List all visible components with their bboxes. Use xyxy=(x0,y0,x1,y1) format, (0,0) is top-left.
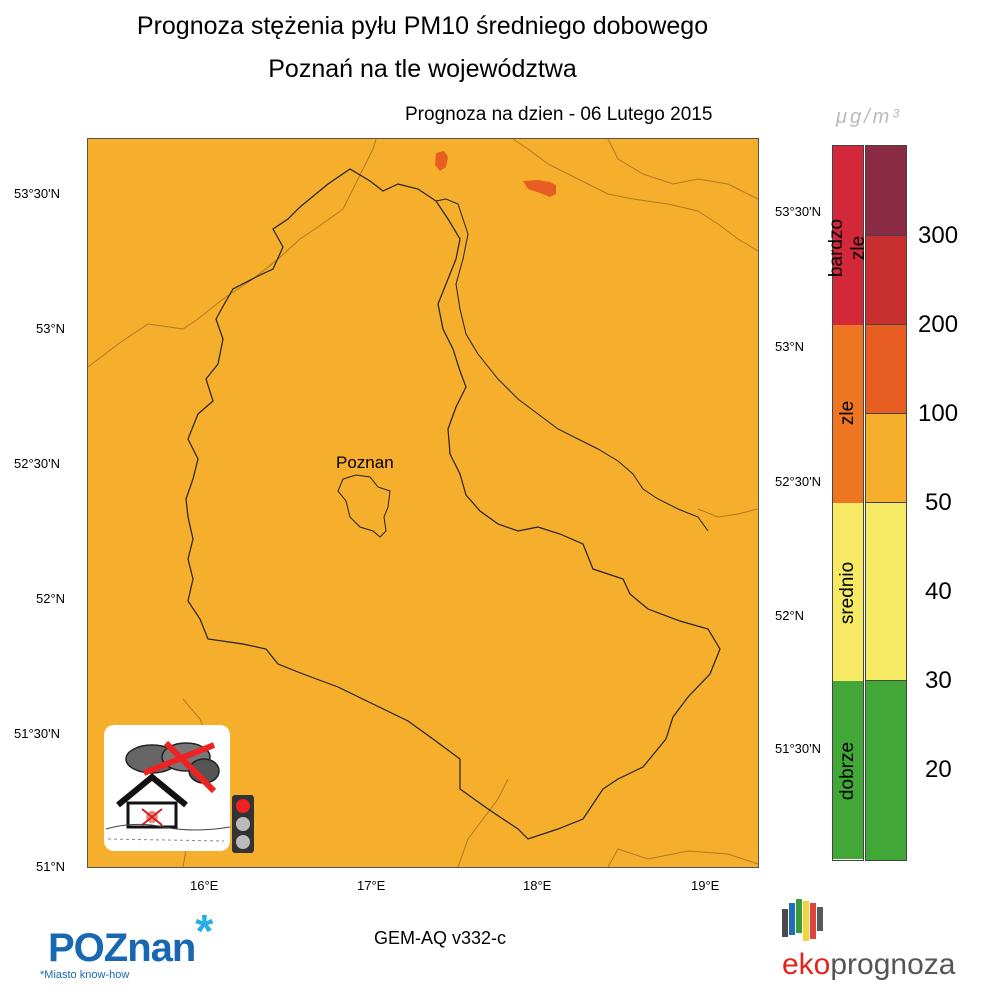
neighbour-borders xyxy=(88,139,758,867)
lon-label: 16°E xyxy=(190,878,219,893)
legend-unit: μg/m³ xyxy=(836,106,902,128)
legend-level-label: 200 xyxy=(918,311,959,338)
legend-level-swatch xyxy=(866,235,906,325)
lat-label: 51°30'N xyxy=(14,726,60,741)
legend-level-label: 20 xyxy=(925,756,952,783)
legend-level-label: 40 xyxy=(925,578,952,605)
model-label: GEM-AQ v332-c xyxy=(374,928,507,948)
hotspot-north-2 xyxy=(523,180,556,197)
asterisk-icon: * xyxy=(195,905,213,957)
page-subtitle: Poznań na tle województwa xyxy=(268,55,577,83)
legend-category-zle xyxy=(833,325,863,503)
lat-label-right: 53°30'N xyxy=(775,204,821,219)
ekoprognoza-logo: ekoprognoza xyxy=(782,948,955,982)
lon-label: 17°E xyxy=(357,878,386,893)
legend-level-swatch xyxy=(866,413,906,503)
city-outline xyxy=(337,474,391,538)
legend-category-label: dobrze xyxy=(837,741,858,801)
lat-label: 52°30'N xyxy=(14,456,60,471)
legend-level-label: 50 xyxy=(925,489,952,516)
legend-level-label: 30 xyxy=(925,667,952,694)
traffic-light-icon xyxy=(232,795,254,853)
forecast-date: Prognoza na dzien - 06 Lutego 2015 xyxy=(405,104,713,125)
province-border xyxy=(185,168,721,840)
brand-prognoza: prognoza xyxy=(830,948,956,981)
poznan-tagline: *Miasto know-how xyxy=(40,969,130,981)
legend-level-swatch xyxy=(866,146,906,235)
city-label: Poznan xyxy=(336,453,394,472)
poznan-logo: POZnan* xyxy=(48,905,213,972)
lat-label: 52°N xyxy=(36,591,66,606)
lat-label-right: 52°N xyxy=(775,608,805,623)
region-border xyxy=(435,198,709,532)
legend-category-label: srednio xyxy=(837,561,858,625)
ekoprognoza-bars-icon xyxy=(782,897,832,943)
poznan-logo-text: POZnan xyxy=(48,926,196,970)
legend-category-label: bardzo zle xyxy=(826,218,869,278)
lat-label-right: 53°N xyxy=(775,339,805,354)
legend-category-label: zle xyxy=(837,400,858,426)
lat-label: 53°N xyxy=(36,321,66,336)
legend-category-dobrze xyxy=(833,681,863,859)
lat-label: 51°N xyxy=(36,859,66,874)
lat-label-right: 52°30'N xyxy=(775,474,821,489)
map-panel: Poznan xyxy=(87,138,759,868)
hotspot-north-1 xyxy=(435,151,448,171)
no-burning-icon xyxy=(104,725,231,851)
legend-level-label: 300 xyxy=(918,222,959,249)
legend-category-srednio xyxy=(833,503,863,681)
lat-label-right: 51°30'N xyxy=(775,741,821,756)
lon-label: 19°E xyxy=(691,878,720,893)
legend-category-column xyxy=(832,145,864,861)
brand-eko: eko xyxy=(782,948,831,981)
lon-label: 18°E xyxy=(523,878,552,893)
lat-label: 53°30'N xyxy=(14,186,60,201)
legend-level-swatch xyxy=(866,502,906,681)
legend-level-column xyxy=(865,145,907,861)
legend-level-label: 100 xyxy=(918,400,959,427)
page-title: Prognoza stężenia pyłu PM10 średniego do… xyxy=(136,12,709,40)
legend-level-swatch xyxy=(866,680,906,860)
legend-level-swatch xyxy=(866,324,906,414)
legend-category-bardzo-zle xyxy=(833,146,863,325)
